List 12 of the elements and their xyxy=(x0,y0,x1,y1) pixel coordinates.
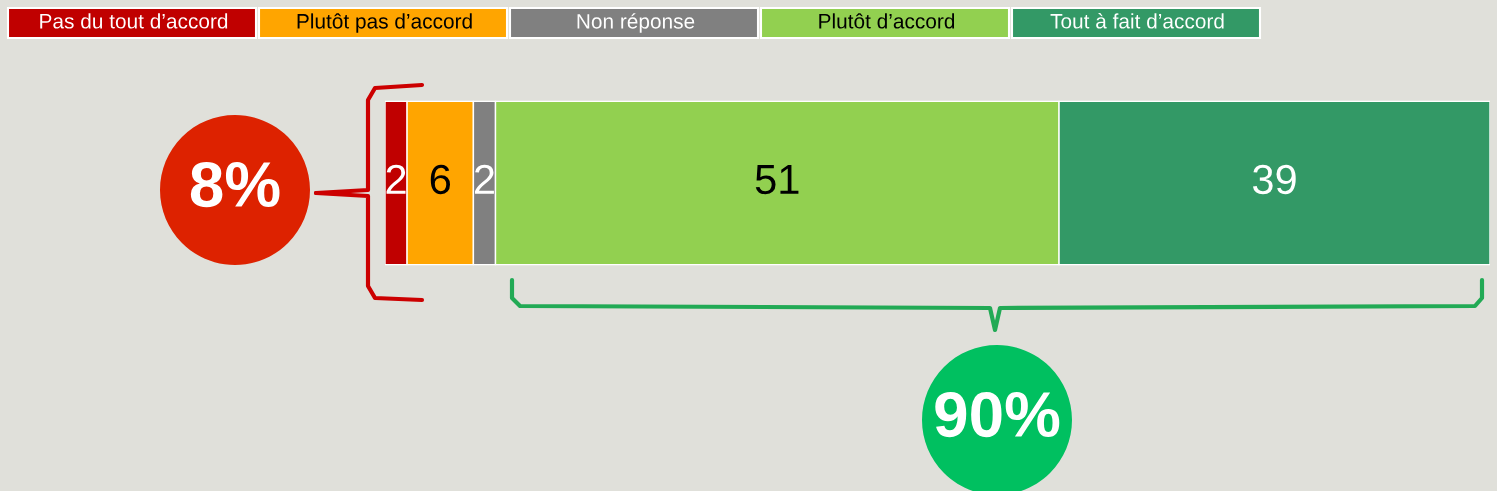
data-label: 2 xyxy=(386,164,406,194)
text: Tout à fait d’accord xyxy=(1050,13,1224,29)
data-label: 6 xyxy=(430,164,451,195)
data-label: 51 xyxy=(755,165,799,195)
text: 90% xyxy=(935,391,1060,438)
text: Plutôt pas d’accord xyxy=(297,13,472,33)
data-label: 39 xyxy=(1252,164,1296,195)
text: Pas du tout d’accord xyxy=(40,13,228,29)
text: 8% xyxy=(190,161,280,208)
text: Non réponse xyxy=(577,13,695,33)
data-label: 2 xyxy=(474,164,494,194)
text: Plutôt d’accord xyxy=(819,13,955,29)
